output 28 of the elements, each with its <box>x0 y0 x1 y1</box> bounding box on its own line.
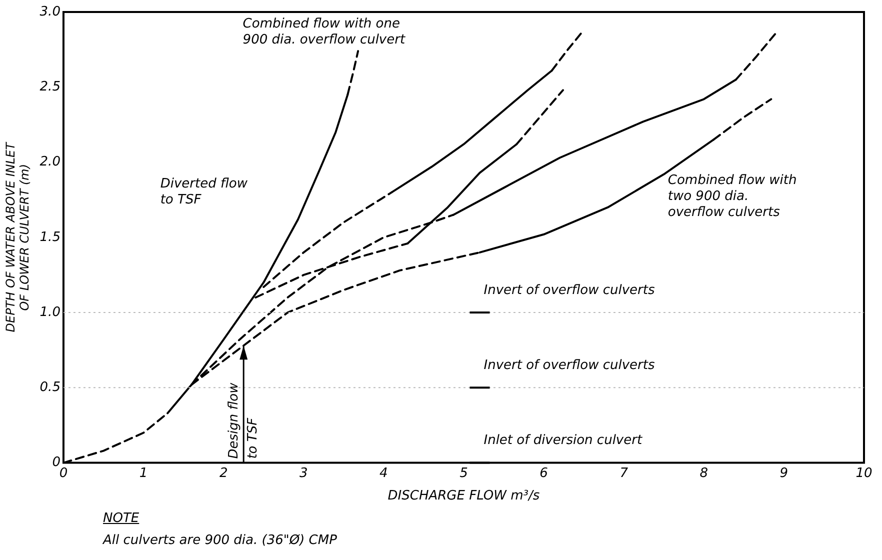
x-tick-label: 10 <box>856 466 872 481</box>
text: All culverts are 900 dia. (36"Ø) CMP <box>103 532 337 550</box>
annotation: Design flow to TSF <box>226 382 260 459</box>
y-tick-label: 3.0 <box>40 4 60 20</box>
y-tick-label: 2.0 <box>40 154 60 170</box>
y-tick-label: 2.5 <box>40 80 60 95</box>
y-tick-label: 0.5 <box>40 380 60 396</box>
x-tick-label: 3 <box>299 466 308 481</box>
annotation: Diverted flow to TSF <box>160 176 248 208</box>
ref-line-label: Inlet of diversion culvert <box>484 433 643 448</box>
x-axis-title: DISCHARGE FLOW m³/s <box>388 488 540 504</box>
x-tick-label: 1 <box>139 466 148 481</box>
x-tick-label: 5 <box>460 466 468 481</box>
x-tick-label: 6 <box>540 466 548 481</box>
text: NOTE <box>103 510 140 528</box>
x-tick-label: 4 <box>380 466 388 481</box>
y-axis-title: DEPTH OF WATER ABOVE INLET OF LOWER CULVERT (m) <box>3 140 32 332</box>
annotation: Combined flow with one 900 dia. overflow culvert <box>242 16 406 48</box>
ref-line-label: Invert of overflow culverts <box>484 282 655 298</box>
x-tick-label: 9 <box>780 466 788 481</box>
annotation: Combined flow with two 900 dia. overflow culverts <box>668 173 797 220</box>
y-tick-label: 0 <box>52 455 60 470</box>
x-tick-label: 7 <box>620 466 629 481</box>
ref-line-label: Invert of overflow culverts <box>484 358 655 374</box>
y-tick-label: 1.0 <box>40 304 60 320</box>
x-tick-label: 8 <box>700 466 708 481</box>
y-tick-label: 1.5 <box>40 230 60 245</box>
x-tick-label: 2 <box>219 466 228 481</box>
